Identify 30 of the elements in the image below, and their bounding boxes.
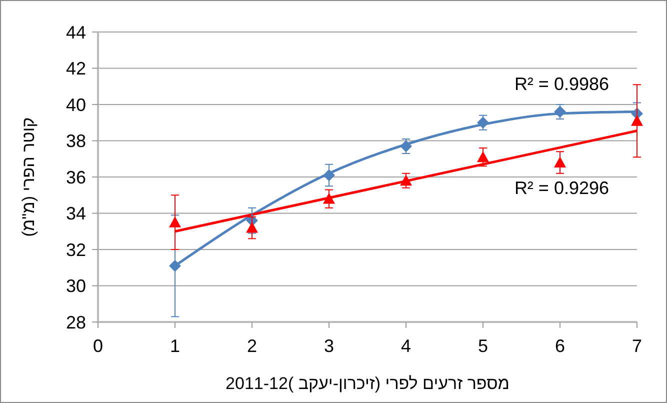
x-tick-label: 1: [170, 336, 180, 356]
point: [323, 169, 335, 182]
x-tick-label: 2: [246, 336, 258, 356]
point: [554, 156, 566, 168]
point: [400, 174, 412, 186]
x-tick-label: 3: [324, 336, 334, 356]
y-tick-label: 32: [66, 240, 86, 260]
y-tick-label: 42: [66, 58, 86, 79]
point: [477, 151, 489, 162]
point: [631, 114, 643, 126]
y-tick-label: 34: [66, 204, 86, 224]
x-tick-label: 4: [400, 336, 412, 356]
y-axis-title: קוטר הפרי (מ"מ): [19, 117, 38, 237]
point: [323, 192, 335, 204]
point: [246, 222, 258, 233]
y-tick-label: 40: [66, 94, 86, 115]
y-tick-label: 28: [66, 312, 86, 332]
x-axis-title: מספר זרעים לפרי (זיכרון-יעקב )2011-12: [226, 374, 510, 393]
point: [169, 260, 181, 272]
y-tick-label: 38: [66, 131, 86, 152]
x-tick-label: 7: [632, 336, 642, 356]
x-tick-label: 0: [92, 336, 104, 356]
point: [169, 216, 181, 228]
y-tick-label: 36: [66, 167, 86, 188]
x-tick-label: 6: [554, 336, 566, 356]
y-tick-label: 44: [66, 22, 86, 42]
annotation: R² = 0.9986: [514, 74, 609, 94]
y-tick-label: 30: [66, 276, 86, 296]
x-tick-label: 5: [478, 336, 488, 356]
annotation: R² = 0.9296: [514, 178, 609, 198]
